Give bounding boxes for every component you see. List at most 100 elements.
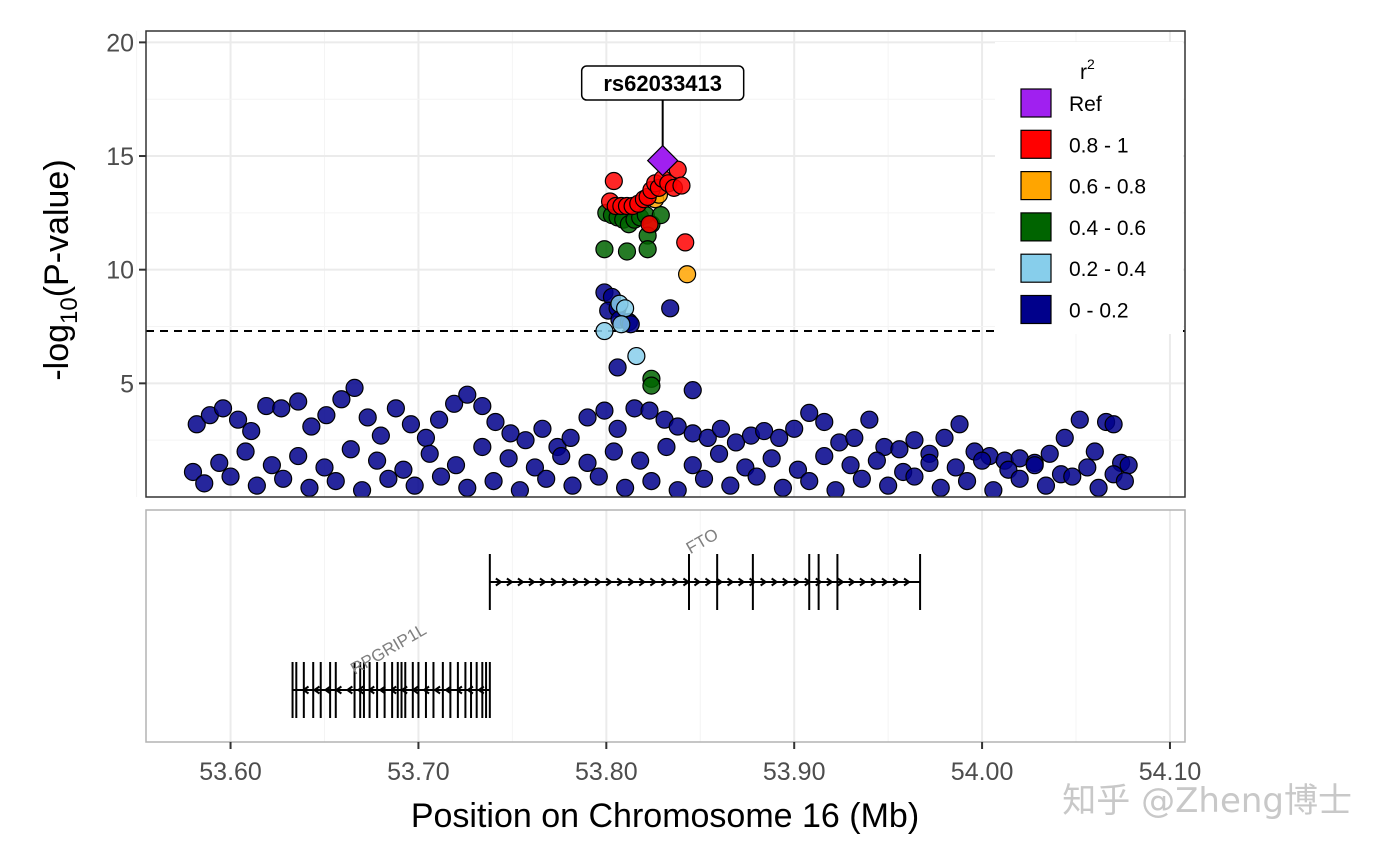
legend-item-r5: 0.8 - 1 bbox=[1020, 129, 1129, 159]
snp-point-r1 bbox=[195, 474, 214, 493]
strand-arrow bbox=[693, 577, 702, 587]
snp-point-r1 bbox=[683, 424, 702, 443]
snp-point-r2 bbox=[627, 346, 646, 366]
strand-arrow bbox=[726, 577, 735, 587]
snp-point-r1 bbox=[289, 392, 308, 411]
snp-point-r1 bbox=[604, 442, 623, 461]
x-tick-label: 53.80 bbox=[575, 758, 638, 786]
snp-point-r1 bbox=[501, 424, 520, 443]
legend-swatch bbox=[1020, 171, 1052, 201]
snp-point-r1 bbox=[484, 471, 503, 491]
y-axis-title-subscript: 10 bbox=[56, 297, 83, 324]
snp-point-r1 bbox=[711, 419, 731, 438]
snp-point-r1 bbox=[1055, 428, 1074, 447]
snp-point-r1 bbox=[1119, 456, 1138, 475]
y-axis-ticks: 5 10 15 20 bbox=[106, 29, 146, 398]
y-axis-title-suffix: (P-value) bbox=[38, 159, 76, 297]
snp-point-r1 bbox=[785, 419, 804, 438]
snp-point-r1 bbox=[640, 401, 659, 420]
legend-swatch bbox=[1020, 212, 1052, 242]
strand-arrow bbox=[782, 577, 790, 587]
legend-label: 0 - 0.2 bbox=[1069, 300, 1129, 323]
snp-point-r1 bbox=[852, 469, 871, 488]
snp-point-r1 bbox=[262, 456, 281, 475]
legend-swatch bbox=[1020, 294, 1052, 325]
snp-point-r1 bbox=[358, 408, 377, 427]
snp-point-r1 bbox=[429, 410, 449, 429]
legend-item-ref: Ref bbox=[1020, 88, 1102, 118]
lead-snp-label: rs62033413 bbox=[603, 71, 722, 96]
snp-point-r1 bbox=[431, 467, 451, 486]
snp-point-r1 bbox=[1089, 478, 1108, 497]
legend-item-r3: 0.4 - 0.6 bbox=[1020, 212, 1146, 242]
strand-arrow bbox=[671, 577, 680, 587]
strand-arrow bbox=[561, 577, 569, 587]
legend-swatch bbox=[1020, 129, 1052, 159]
snp-point-r1 bbox=[242, 421, 261, 441]
snp-point-r1 bbox=[326, 471, 345, 491]
legend-label: 0.2 - 0.4 bbox=[1069, 258, 1146, 281]
strand-arrow bbox=[870, 577, 878, 587]
snp-point-r1 bbox=[826, 481, 845, 497]
snp-point-r1 bbox=[683, 381, 702, 400]
snp-point-r1 bbox=[289, 446, 308, 466]
legend-title-text: r bbox=[1080, 61, 1087, 84]
strand-arrow bbox=[859, 577, 867, 587]
snp-point-r1 bbox=[371, 426, 390, 445]
legend-items: Ref 0.8 - 1 0.6 - 0.8 0.4 - 0.6 0.2 - 0.4 0 -… bbox=[1020, 88, 1146, 325]
snp-point-r1 bbox=[770, 428, 789, 447]
snp-point-r1 bbox=[386, 399, 405, 418]
y-axis-title: -log10(P-value) bbox=[38, 159, 83, 380]
snp-point-r1 bbox=[247, 476, 266, 495]
snp-point-r1 bbox=[416, 428, 436, 447]
strand-arrow bbox=[627, 577, 635, 587]
legend-label: 0.6 - 0.8 bbox=[1069, 176, 1146, 199]
strand-arrow bbox=[550, 577, 558, 587]
snp-point-r1 bbox=[1078, 458, 1097, 477]
snp-point-r1 bbox=[726, 433, 746, 452]
snp-point-r1 bbox=[367, 451, 387, 470]
snp-point-r1 bbox=[486, 412, 505, 432]
snp-point-r1 bbox=[394, 460, 413, 479]
snp-point-r1 bbox=[332, 390, 351, 409]
snp-point-r1 bbox=[473, 437, 492, 457]
strand-arrow bbox=[616, 577, 624, 587]
strand-arrow bbox=[848, 577, 856, 587]
snp-point-r1 bbox=[1036, 476, 1056, 495]
snp-point-r1 bbox=[187, 415, 206, 434]
snp-point-r1 bbox=[773, 478, 793, 497]
snp-point-r2 bbox=[612, 315, 631, 334]
legend-label: Ref bbox=[1069, 93, 1102, 116]
x-tick-label: 54.00 bbox=[951, 758, 1014, 786]
snp-point-r1 bbox=[1070, 410, 1089, 429]
snp-point-r1 bbox=[867, 451, 886, 470]
strand-arrow bbox=[583, 577, 591, 587]
snp-point-r1 bbox=[950, 415, 969, 434]
snp-point-r1 bbox=[213, 399, 233, 418]
snp-point-r1 bbox=[625, 399, 644, 418]
snp-point-r1 bbox=[1010, 469, 1029, 488]
watermark: 知乎 @Zheng博士 bbox=[1062, 781, 1352, 821]
lead-snp-label-box bbox=[580, 65, 745, 101]
snp-point-r1 bbox=[458, 385, 477, 404]
lead-snp: rs62033413 bbox=[580, 65, 745, 177]
strand-arrow bbox=[903, 577, 911, 587]
snp-point-r1 bbox=[1104, 415, 1123, 434]
snp-point-r1 bbox=[499, 449, 518, 468]
snp-point-r1 bbox=[445, 394, 464, 413]
snp-point-r1 bbox=[525, 458, 545, 477]
snp-point-r1 bbox=[561, 428, 580, 447]
snp-point-r1 bbox=[228, 410, 248, 429]
snp-point-r1 bbox=[272, 399, 291, 418]
snp-point-r1 bbox=[800, 403, 819, 422]
snp-point-r1 bbox=[668, 481, 687, 497]
panel-frames bbox=[145, 30, 1186, 743]
strand-arrow bbox=[572, 577, 580, 587]
snp-point-r1 bbox=[315, 458, 334, 477]
snp-point-r1 bbox=[257, 396, 276, 416]
y-tick-label: 20 bbox=[106, 29, 134, 57]
strand-arrow bbox=[826, 577, 834, 587]
strand-arrow bbox=[594, 577, 602, 587]
snp-point-r1 bbox=[1025, 456, 1044, 475]
snp-point-r3 bbox=[638, 240, 657, 259]
